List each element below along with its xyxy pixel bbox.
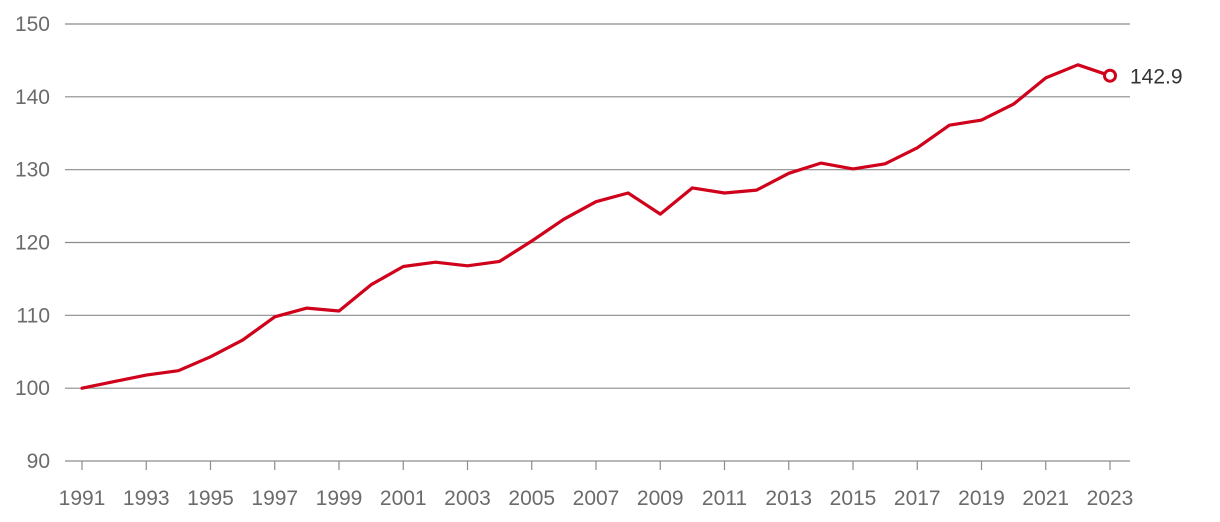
x-tick-label: 1997 (251, 487, 298, 510)
x-tick-label: 1999 (316, 487, 363, 510)
x-tick-label: 2021 (1022, 487, 1069, 510)
x-axis-ticks (81, 461, 1111, 470)
grid-lines (65, 23, 1130, 462)
y-axis-labels: 90 100 110 120 130 140 150 (15, 13, 50, 473)
y-tick-label: 120 (15, 232, 50, 255)
x-tick-label: 1995 (187, 487, 234, 510)
x-tick-label: 2015 (830, 487, 877, 510)
series-line (80, 63, 1112, 390)
y-tick-label: 110 (17, 304, 50, 327)
x-tick-label: 2011 (702, 487, 747, 510)
x-tick-label: 2009 (637, 487, 684, 510)
y-tick-label: 90 (27, 450, 50, 473)
y-tick-label: 140 (15, 86, 50, 109)
y-tick-label: 130 (15, 159, 50, 182)
x-tick-label: 2007 (573, 487, 620, 510)
x-tick-label: 2005 (508, 487, 555, 510)
x-tick-label: 2003 (444, 487, 491, 510)
x-tick-label: 1993 (123, 487, 170, 510)
x-tick-label: 2017 (894, 487, 941, 510)
y-tick-label: 100 (15, 377, 50, 400)
x-tick-label: 2019 (958, 487, 1005, 510)
x-tick-label: 2023 (1087, 487, 1134, 510)
x-tick-label: 2001 (380, 487, 427, 510)
end-value-label: 142.9 (1130, 66, 1183, 89)
x-axis-labels: 1991 1993 1995 1997 1999 2001 2003 2005 2007 2009… (59, 487, 1134, 510)
end-point-marker (1103, 68, 1117, 83)
y-tick-label: 150 (15, 13, 50, 36)
x-tick-label: 1991 (59, 487, 106, 510)
x-tick-label: 2013 (765, 487, 812, 510)
